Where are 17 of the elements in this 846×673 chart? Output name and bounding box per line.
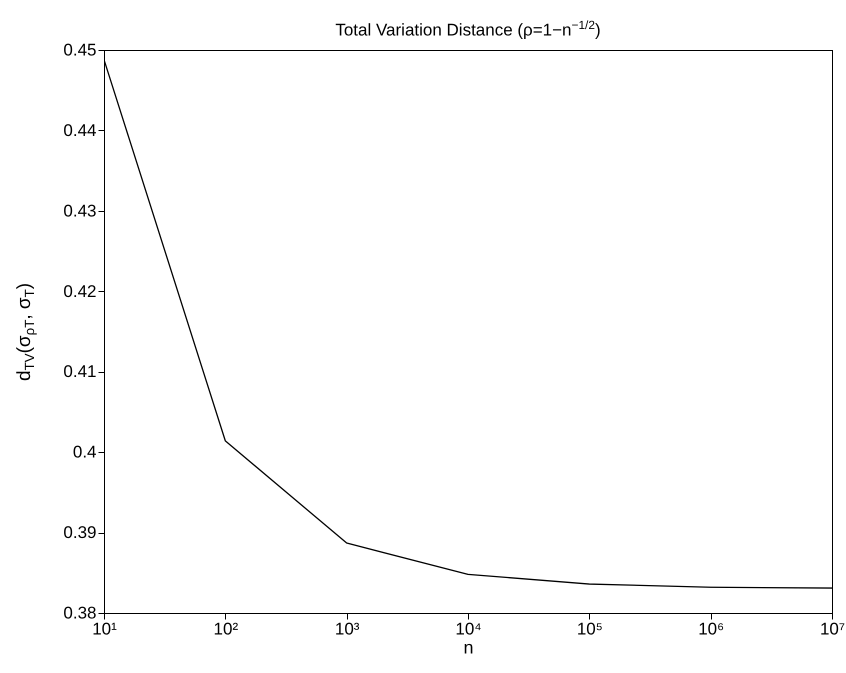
x-tick-label: 10³ [334,620,360,638]
y-tick-label: 0.41 [63,362,96,382]
x-tick-label: 10⁴ [455,620,482,638]
y-tick-label: 0.42 [63,282,96,301]
y-tick-label: 0.38 [63,604,96,622]
y-tick-label: 0.39 [63,523,96,542]
y-tick-label: 0.43 [63,201,96,220]
y-tick-label: 0.4 [72,442,96,462]
y-tick-label: 0.45 [63,40,96,60]
chart-title: Total Variation Distance (ρ=1−n$^{−1/2}$) [334,18,602,41]
x-tick-label: 10¹ [92,620,118,638]
x-tick-label: 10⁵ [576,620,603,638]
x-axis-title: n [463,638,474,658]
x-tick-label: 10² [214,620,238,638]
x-tick-label: 10⁷ [820,620,846,638]
y-tick-label: 0.44 [63,120,96,140]
x-tick-label: 10⁶ [698,620,724,638]
